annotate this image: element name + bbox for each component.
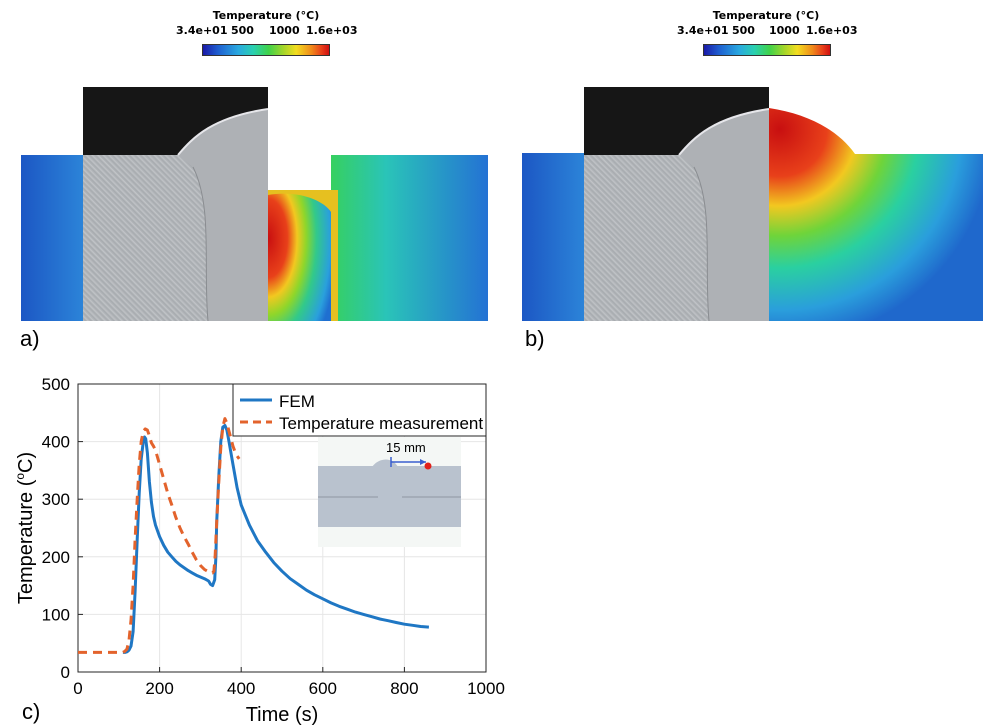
inset-dimension-label: 15 mm xyxy=(386,440,426,455)
x-tick-label: 200 xyxy=(145,679,173,698)
x-tick-label: 0 xyxy=(73,679,82,698)
y-tick-label: 0 xyxy=(61,663,70,682)
legend: FEM Temperature measurement xyxy=(232,383,487,437)
y-axis-label: Temperature (oC) xyxy=(13,452,37,604)
legend-label-measurement: Temperature measurement xyxy=(279,414,483,433)
inset-arrow-head xyxy=(420,459,426,465)
colorbar-tick: 1000 xyxy=(269,24,300,37)
x-tick-label: 800 xyxy=(390,679,418,698)
colorbar-tick: 1000 xyxy=(769,24,800,37)
line-chart: 0 200 400 600 800 1000 0 100 200 300 400 500 Time (… xyxy=(13,375,505,726)
x-tick-label: 1000 xyxy=(467,679,505,698)
inset-schematic: 15 mm xyxy=(318,437,461,547)
colorbar xyxy=(703,44,831,56)
x-tick-label: 600 xyxy=(309,679,337,698)
micrograph-weld-bead xyxy=(177,108,268,321)
colorbar-tick: 3.4e+01 xyxy=(677,24,729,37)
panel-label-b: b) xyxy=(525,326,545,351)
y-tick-label: 500 xyxy=(42,375,70,394)
y-tick-label: 100 xyxy=(42,605,70,624)
y-tick-label: 200 xyxy=(42,548,70,567)
simulation-temperature-field xyxy=(769,108,983,321)
colorbar-tick: 1.6e+03 xyxy=(306,24,358,37)
micrograph-weld-bead xyxy=(678,108,769,321)
simulation-temperature-field xyxy=(268,150,488,321)
legend-label-fem: FEM xyxy=(279,392,315,411)
series-lines xyxy=(78,417,430,654)
colorbar-title: Temperature (°C) xyxy=(712,9,820,22)
y-tick-label: 400 xyxy=(42,433,70,452)
panel-b: Temperature (°C) 3.4e+01 500 1000 1.6e+0… xyxy=(495,0,990,360)
inset-thermocouple-point xyxy=(424,462,432,470)
colorbar-tick: 3.4e+01 xyxy=(176,24,228,37)
series-line-1 xyxy=(78,417,241,654)
panel-label-c: c) xyxy=(22,699,40,724)
panel-a: Temperature (°C) 3.4e+01 500 1000 1.6e+0… xyxy=(0,0,495,360)
colorbar-title: Temperature (°C) xyxy=(212,9,320,22)
x-tick-label: 400 xyxy=(227,679,255,698)
simulation-plate-left xyxy=(21,155,85,321)
colorbar-tick: 500 xyxy=(732,24,755,37)
y-tick-label: 300 xyxy=(42,490,70,509)
colorbar xyxy=(202,44,330,56)
x-axis-label: Time (s) xyxy=(246,704,319,726)
colorbar-tick: 1.6e+03 xyxy=(806,24,858,37)
legend-box xyxy=(232,383,487,437)
panel-label-a: a) xyxy=(20,326,40,351)
colorbar-tick: 500 xyxy=(231,24,254,37)
axis-ticks: 0 200 400 600 800 1000 0 100 200 300 400 500 xyxy=(42,375,505,698)
simulation-plate-left xyxy=(522,153,586,321)
